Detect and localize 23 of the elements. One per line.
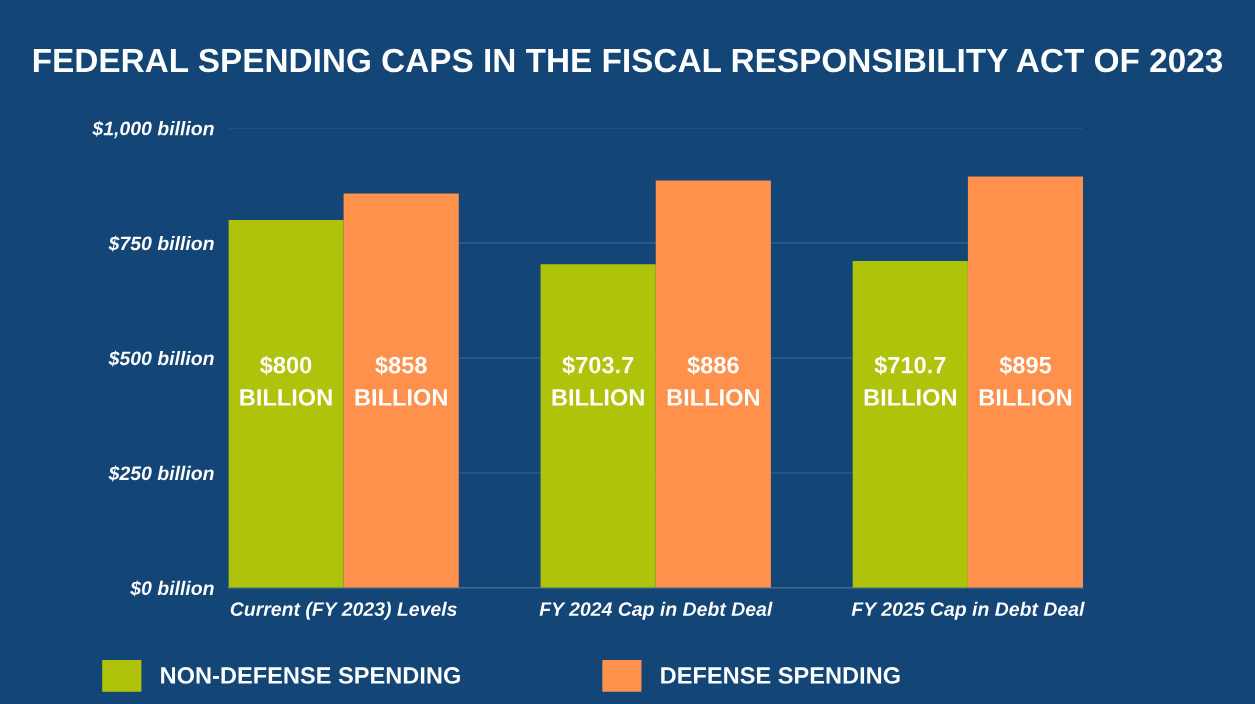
- bar: [967, 176, 1084, 588]
- data-label: $858 BILLION: [355, 355, 447, 406]
- bar: [540, 264, 656, 588]
- bar: [655, 180, 771, 588]
- y-tick-label: $500 billion: [108, 350, 214, 367]
- bar: [228, 220, 344, 588]
- chart-title: FEDERAL SPENDING CAPS IN THE FISCAL RESPONSIBILITY ACT OF 2023: [33, 48, 1223, 73]
- data-label: $886 BILLION: [667, 355, 759, 406]
- y-tick-label: $0 billion: [130, 580, 214, 597]
- legend-label: DEFENSE SPENDING: [661, 667, 900, 684]
- x-tick-label: FY 2025 Cap in Debt Deal: [851, 601, 1085, 620]
- x-tick-label: Current (FY 2023) Levels: [230, 601, 457, 620]
- data-label: $800 BILLION: [240, 355, 332, 406]
- data-label: $895 BILLION: [979, 355, 1072, 406]
- bar: [852, 261, 968, 588]
- bar: [343, 193, 459, 588]
- data-label: $703.7 BILLION: [552, 355, 644, 406]
- data-label: $710.7 BILLION: [864, 355, 956, 406]
- y-tick-label: $750 billion: [108, 235, 214, 252]
- y-tick-label: $1,000 billion: [92, 120, 214, 139]
- y-tick-label: $250 billion: [108, 465, 214, 482]
- x-tick-label: FY 2024 Cap in Debt Deal: [539, 601, 773, 620]
- legend-label: NON-DEFENSE SPENDING: [161, 667, 460, 684]
